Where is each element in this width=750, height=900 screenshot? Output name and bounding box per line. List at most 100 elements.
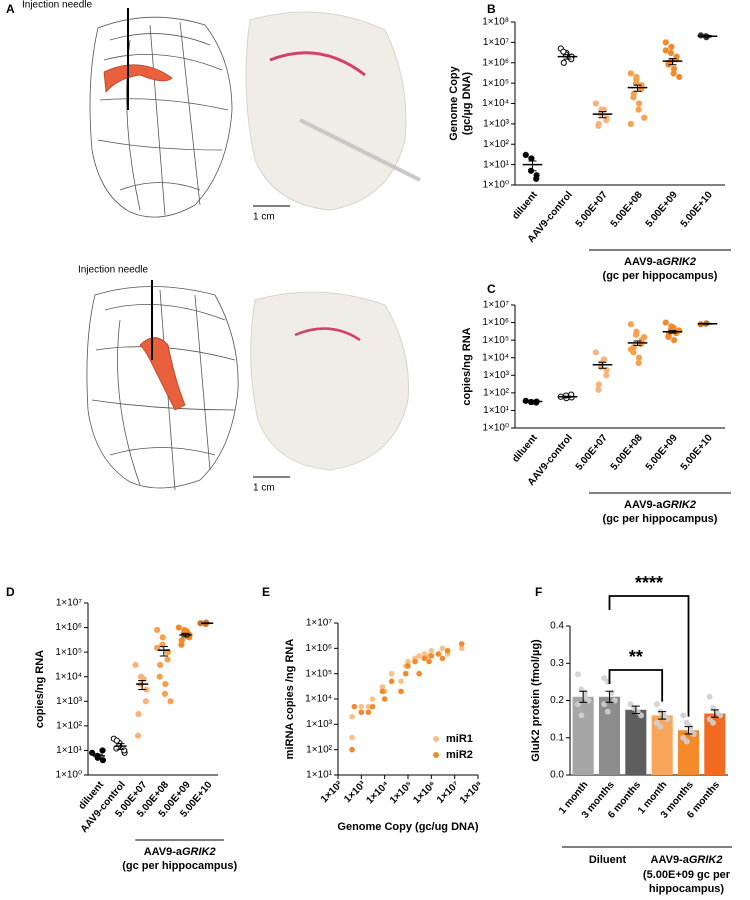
y-tick-label: 1×10¹ [483, 159, 510, 170]
data-point [662, 39, 669, 46]
needle-track [299, 118, 421, 182]
data-point [657, 723, 664, 730]
annotation: Injection needle [78, 265, 148, 276]
error-bar [633, 340, 642, 346]
section-outline [89, 16, 233, 218]
data-point [641, 114, 648, 121]
data-point [439, 655, 446, 662]
data-point [161, 690, 169, 697]
y-tick-label: 1×10⁴ [305, 694, 332, 705]
data-point [178, 641, 185, 648]
data-point [528, 155, 535, 162]
tissue-section [245, 11, 407, 211]
atlas-section [89, 16, 233, 218]
data-point [635, 354, 643, 361]
legend-label: miR1 [446, 733, 473, 745]
data-point [369, 703, 376, 710]
data-point [458, 641, 465, 647]
error-bar [579, 690, 588, 703]
y-tick-label: 0.1 [550, 732, 564, 743]
y-tick-label: 1×10⁴ [482, 98, 509, 109]
group-sublabel: (gc per hippocampus) [122, 860, 237, 872]
y-tick-label: 1×10² [56, 720, 83, 731]
y-tick-label: 1×10⁵ [482, 335, 509, 346]
error-bar [528, 160, 537, 172]
group-label-part: GRIK2 [182, 846, 216, 858]
data-point [627, 346, 634, 353]
y-tick-label: 1×10³ [483, 370, 510, 381]
hippocampus [103, 64, 173, 93]
data-point [680, 712, 687, 719]
data-point [592, 100, 599, 107]
data-point [635, 106, 642, 113]
y-tick-label: 1×10⁸ [482, 17, 509, 28]
data-point [627, 321, 634, 328]
bar [625, 709, 647, 775]
data-point [142, 698, 149, 705]
data-point [369, 696, 376, 702]
y-tick-label: 1×10⁶ [482, 317, 509, 328]
error-bar [684, 726, 693, 735]
legend-marker [433, 752, 439, 758]
panel-label: E [262, 585, 270, 599]
data-point [428, 647, 435, 654]
data-point [405, 658, 411, 665]
data-point [662, 47, 669, 54]
data-point [697, 32, 704, 39]
bar [704, 713, 726, 775]
data-point [412, 658, 418, 665]
data-point [381, 696, 388, 702]
y-tick-label: 1×10⁵ [305, 668, 332, 679]
y-axis-label: GluK2 protein (fmol/µg) [530, 639, 542, 762]
data-point [405, 663, 411, 669]
data-point [365, 709, 372, 716]
data-point [358, 703, 365, 710]
y-tick-label: 1×10⁶ [55, 622, 82, 633]
data-point [630, 94, 637, 101]
group-label-part: GRIK2 [662, 256, 696, 268]
data-point [134, 732, 142, 739]
data-point [435, 651, 442, 657]
error-bar [563, 54, 572, 60]
y-tick-label: 1×10¹ [483, 405, 510, 416]
data-point [574, 671, 581, 678]
data-point [676, 73, 683, 81]
error-bar [94, 753, 103, 759]
group-label-part: AAV9-a [144, 846, 183, 858]
error-bar [703, 322, 712, 325]
panel-label: B [487, 2, 496, 16]
data-point [351, 703, 358, 710]
significance-bracket [608, 595, 690, 717]
y-tick-label: 1×10² [483, 387, 510, 398]
data-point [600, 356, 608, 363]
error-bar [116, 743, 125, 750]
data-point [159, 634, 166, 641]
legend-marker [433, 736, 439, 742]
data-point [595, 381, 602, 388]
data-point [416, 670, 422, 677]
group-sublabel: (gc per hippocampus) [603, 270, 718, 282]
data-point [710, 719, 717, 726]
data-point [358, 709, 365, 716]
y-tick-label: 1×10⁶ [305, 643, 332, 654]
error-bar [668, 58, 677, 66]
data-point [522, 151, 529, 159]
data-point [99, 757, 107, 764]
data-point [683, 738, 690, 745]
data-point [595, 386, 602, 393]
y-tick-label: 1×10⁴ [482, 352, 509, 363]
error-bar [668, 330, 677, 334]
data-point [416, 653, 422, 659]
y-tick-label: 1×10³ [306, 719, 333, 730]
panel-label: F [535, 585, 542, 599]
data-point [99, 747, 106, 754]
y-tick-label: 1×10¹ [56, 745, 83, 756]
bar [677, 730, 700, 775]
data-point [402, 670, 409, 677]
section-outline [86, 286, 239, 489]
data-point [633, 76, 640, 83]
data-point [560, 48, 567, 55]
y-tick-label: 1×10⁷ [306, 618, 333, 629]
error-bar [138, 680, 147, 691]
